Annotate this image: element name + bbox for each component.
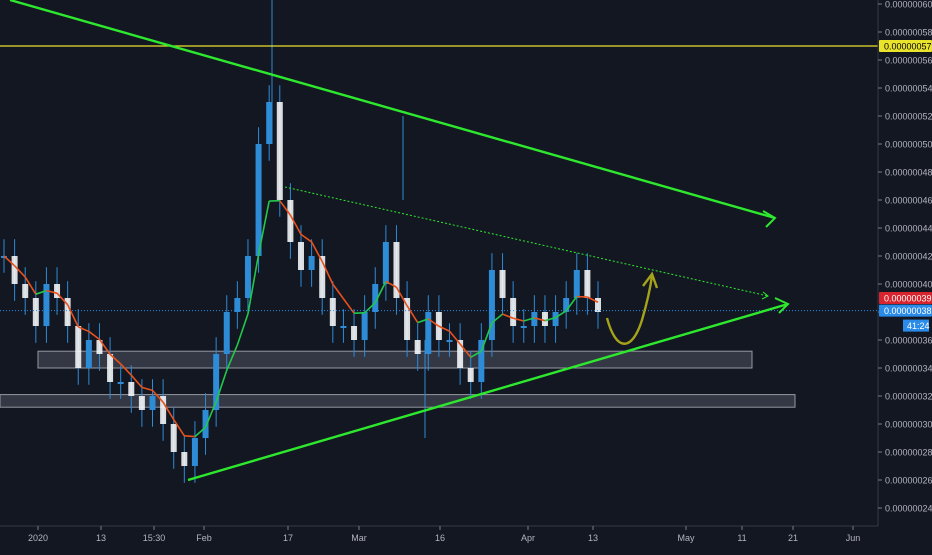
candle-body — [584, 270, 590, 298]
price-tick-label: 0.00000060 — [885, 0, 932, 10]
price-tick-label: 0.00000050 — [885, 140, 932, 150]
candle-body — [128, 382, 134, 396]
price-tick-label: 0.00000026 — [885, 476, 932, 486]
candle-body — [510, 298, 516, 326]
price-tick-label: 0.00000048 — [885, 168, 932, 178]
time-tick-label: Mar — [351, 533, 367, 543]
candle-body — [266, 102, 272, 144]
candle-body — [107, 354, 113, 382]
support-zone — [0, 395, 795, 408]
candle-body — [340, 326, 346, 328]
candle-body — [150, 396, 156, 410]
candle-body — [192, 438, 198, 466]
time-tick-label: 16 — [435, 533, 445, 543]
time-tick-label: 21 — [788, 533, 798, 543]
candle-body — [234, 298, 240, 312]
price-tick-label: 0.00000024 — [885, 504, 932, 514]
candle-body — [224, 312, 230, 354]
current-price-label: 0.00000038 — [884, 306, 932, 316]
candle-body — [425, 312, 431, 354]
candle-body — [595, 298, 601, 312]
candle-body — [33, 298, 39, 326]
price-tick-label: 0.00000056 — [885, 56, 932, 66]
price-tick-label: 0.00000054 — [885, 84, 932, 94]
candle-body — [171, 424, 177, 452]
time-tick-label: 17 — [283, 533, 293, 543]
time-tick-label: 11 — [737, 533, 746, 543]
price-tick-label: 0.00000032 — [885, 392, 932, 402]
candle-body — [330, 298, 336, 326]
time-tick-label: 15:30 — [143, 533, 166, 543]
candle-body — [574, 270, 580, 298]
candle-body — [309, 256, 315, 270]
price-tick-label: 0.00000058 — [885, 28, 932, 38]
candle-body — [447, 340, 453, 342]
candle-body — [415, 340, 421, 354]
candle-body — [22, 284, 28, 298]
candle-body — [542, 312, 548, 326]
candle-body — [43, 284, 49, 326]
candle-body — [277, 102, 283, 200]
candle-body — [521, 326, 527, 328]
price-tick-label: 0.00000040 — [885, 280, 932, 290]
time-tick-label: 2020 — [28, 533, 48, 543]
candle-body — [298, 242, 304, 270]
candle-body — [118, 382, 124, 384]
countdown-label: 41:24 — [907, 321, 930, 331]
candle-body — [362, 312, 368, 340]
candle-body — [86, 340, 92, 368]
candle-body — [245, 256, 251, 298]
price-tick-label: 0.00000028 — [885, 448, 932, 458]
time-tick-label: 13 — [96, 533, 106, 543]
ema-price-label: 0.00000039 — [884, 294, 932, 304]
support-zone — [38, 351, 752, 368]
price-tick-label: 0.00000046 — [885, 196, 932, 206]
candle-body — [383, 242, 389, 284]
candle-body — [468, 368, 474, 382]
time-tick-label: May — [677, 533, 695, 543]
time-tick-label: Apr — [521, 533, 535, 543]
time-tick-label: Feb — [196, 533, 212, 543]
price-tick-label: 0.00000036 — [885, 336, 932, 346]
time-tick-label: 13 — [588, 533, 598, 543]
level-price-label: 0.00000057 — [884, 42, 932, 52]
ema-segment — [577, 297, 588, 298]
price-tick-label: 0.00000030 — [885, 420, 932, 430]
candle-body — [75, 326, 81, 368]
candle-body — [287, 200, 293, 242]
candle-body — [181, 452, 187, 466]
price-tick-label: 0.00000034 — [885, 364, 932, 374]
price-tick-label: 0.00000052 — [885, 112, 932, 122]
price-tick-label: 0.00000042 — [885, 252, 932, 262]
candle-body — [139, 396, 145, 410]
time-tick-label: Jun — [846, 533, 861, 543]
candle-body — [256, 144, 262, 256]
candle-body — [500, 270, 506, 298]
candle-body — [351, 326, 357, 340]
ema-segment — [184, 436, 195, 437]
price-tick-label: 0.00000044 — [885, 224, 932, 234]
candle-body — [12, 256, 18, 284]
